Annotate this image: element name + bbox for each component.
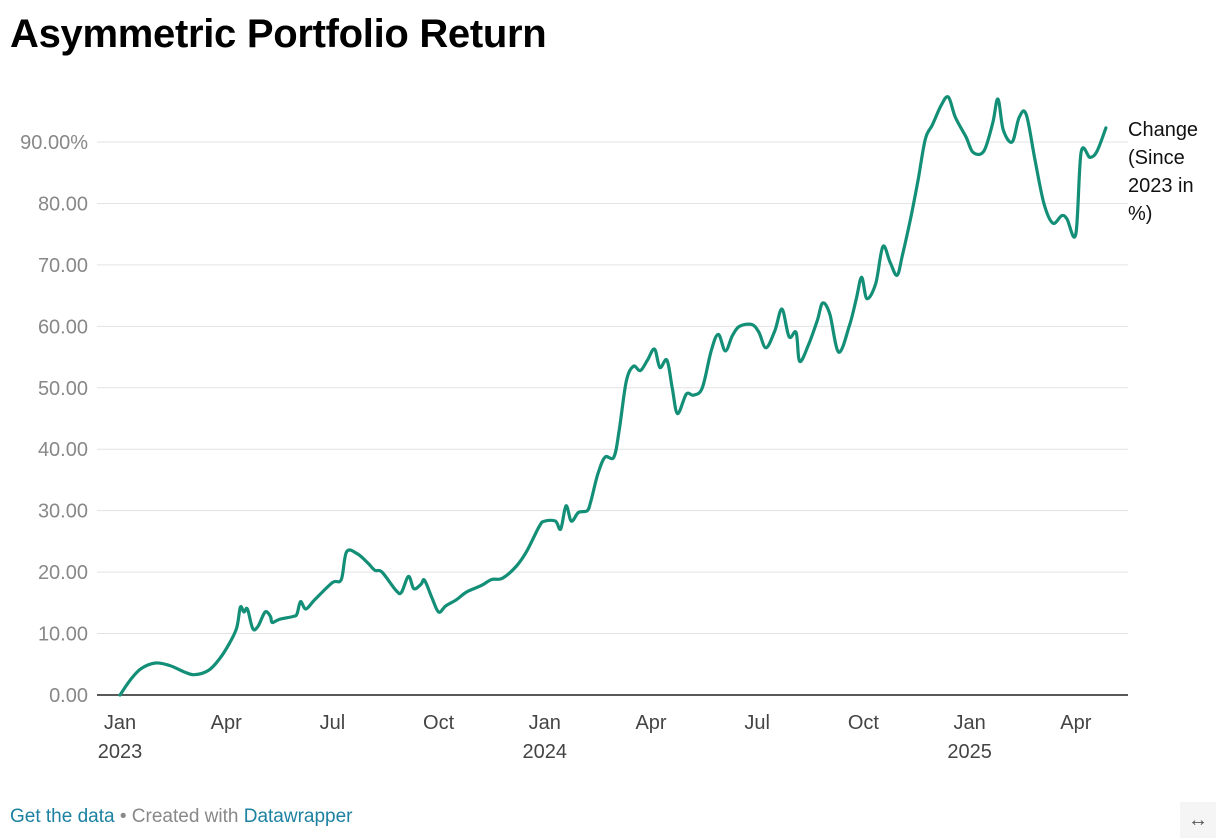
series-label: Change (Since 2023 in%) — [1128, 119, 1198, 225]
series-label-line: (Since — [1128, 147, 1185, 169]
x-tick-year: 2023 — [98, 741, 143, 763]
y-tick-label: 30.00 — [38, 501, 88, 523]
x-tick-label: Oct — [848, 712, 880, 734]
grid-lines — [97, 141, 1128, 635]
x-tick-year: 2024 — [523, 741, 568, 763]
series-group — [118, 95, 1108, 697]
datawrapper-link[interactable]: Datawrapper — [243, 806, 353, 827]
x-tick-label: Jan — [529, 712, 561, 734]
x-tick-label: Apr — [211, 712, 242, 734]
x-tick-label: Apr — [635, 712, 666, 734]
series-line — [118, 95, 1108, 697]
x-tick-year: 2025 — [947, 741, 992, 763]
get-data-link[interactable]: Get the data — [10, 806, 115, 827]
y-tick-label: 0.00 — [49, 685, 88, 707]
footer-separator: • Created with — [114, 806, 244, 827]
x-tick-label: Jan — [104, 712, 136, 734]
expand-arrows-icon[interactable]: ↔ — [1180, 802, 1216, 838]
page-title: Asymmetric Portfolio Return — [10, 12, 547, 56]
series-label-line: Change — [1128, 119, 1198, 141]
x-axis-ticks: Jan 2023 Apr Jul Oct Jan 2024 Apr Jul Oct Jan 2025 A… — [98, 712, 1092, 763]
x-tick-label: Apr — [1060, 712, 1091, 734]
y-axis-ticks: 0.00 10.00 20.00 30.00 40.00 50.00 60.00 70.00 8… — [20, 132, 88, 707]
y-tick-label: 60.00 — [38, 316, 88, 338]
y-tick-label: 50.00 — [38, 378, 88, 400]
series-label-line: %) — [1128, 203, 1152, 225]
x-tick-label: Jul — [744, 712, 770, 734]
y-tick-label: 80.00 — [38, 193, 88, 215]
line-chart: 0.00 10.00 20.00 30.00 40.00 50.00 60.00 70.00 8… — [20, 95, 1198, 763]
y-tick-label: 10.00 — [38, 624, 88, 646]
x-tick-label: Jul — [320, 712, 346, 734]
chart-footer: Get the data • Created with Datawrapper — [10, 806, 353, 828]
x-tick-label: Jan — [953, 712, 985, 734]
y-tick-label: 70.00 — [38, 255, 88, 277]
series-label-line: 2023 in — [1128, 175, 1194, 197]
x-tick-label: Oct — [423, 712, 455, 734]
y-tick-label: 90.00% — [20, 132, 88, 154]
y-tick-label: 40.00 — [38, 439, 88, 461]
y-tick-label: 20.00 — [38, 562, 88, 584]
